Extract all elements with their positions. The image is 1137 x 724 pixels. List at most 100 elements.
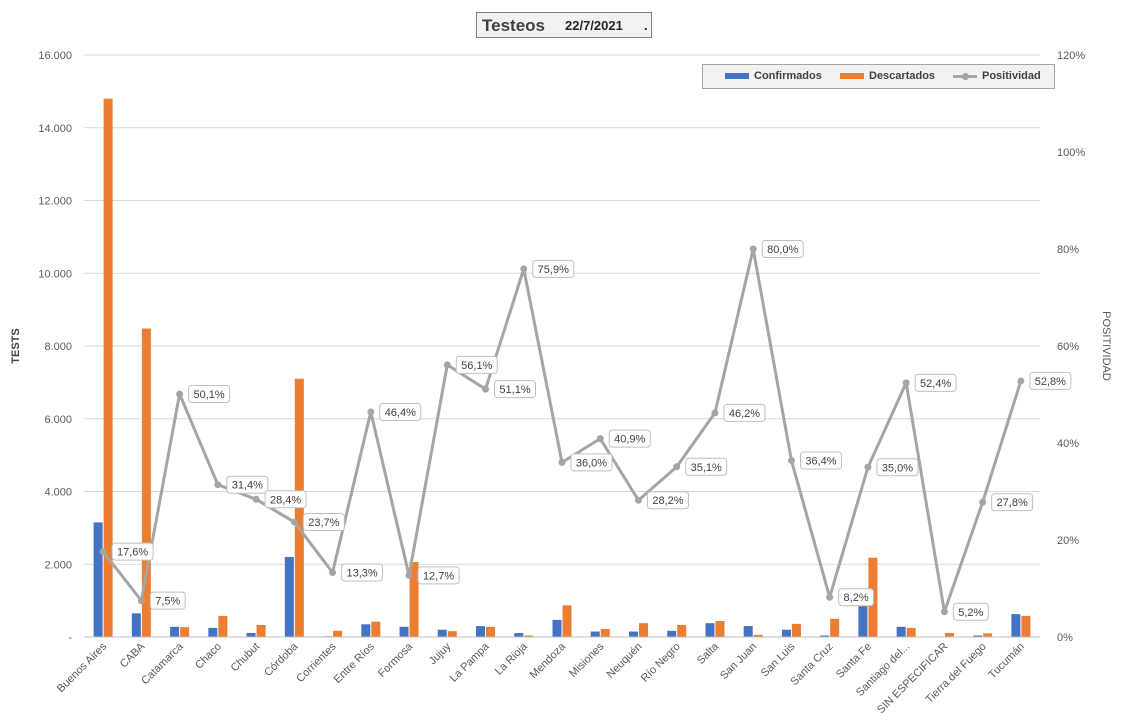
x-tick-label: Catamarca [139,640,186,687]
data-label-box [455,355,498,374]
data-label: 50,1% [193,389,224,401]
legend-swatch-descartados [840,73,864,80]
y-tick-label: 12.000 [38,196,72,208]
legend: Confirmados Descartados Positividad [702,64,1055,89]
bar-descartados [562,605,572,637]
legend-swatch-positividad [953,72,977,80]
bar-descartados [103,98,113,637]
data-label: 13,3% [346,567,377,579]
data-label-box [226,475,269,494]
bar-confirmados [820,635,830,637]
data-label-box [188,385,231,404]
data-label-box [914,373,957,392]
bar-confirmados [896,626,906,637]
bar-confirmados [131,613,141,637]
data-label-box [723,403,766,422]
data-label: 27,8% [997,497,1028,509]
bar-confirmados [705,623,715,637]
positividad-point [634,496,642,504]
y2-tick-label: 60% [1057,341,1079,353]
positividad-point [252,495,260,503]
data-label-box [149,591,186,610]
positividad-point [176,390,184,398]
positividad-point [826,593,834,601]
positividad-point [214,481,222,489]
y-axis-label: TESTS [10,328,22,363]
positividad-point [558,458,566,466]
x-tick-label: Formosa [376,640,416,680]
data-label-box [608,429,651,448]
legend-label-confirmados: Confirmados [754,70,822,82]
y-tick-label: 16.000 [38,50,72,62]
bar-confirmados [858,604,868,637]
x-tick-label: Misiones [567,640,607,680]
bar-descartados [333,630,343,637]
x-tick-label: Santa Fe [834,641,874,681]
positividad-point [405,571,413,579]
x-tick-label: Jujuy [427,640,454,667]
data-label: 17,6% [117,547,148,559]
y2-tick-label: 20% [1057,535,1079,547]
bar-confirmados [628,631,638,637]
bar-descartados [677,624,687,637]
data-label: 46,4% [385,407,416,419]
legend-item-confirmados: Confirmados [725,70,822,82]
x-tick-label: San Juan [718,641,759,682]
bar-descartados [486,626,496,637]
bar-descartados [638,623,648,637]
positividad-point [787,456,795,464]
data-label-box [341,563,384,582]
x-tick-label: Chubut [229,641,263,675]
y-tick-label: 6.000 [44,414,72,426]
y-tick-label: 2.000 [44,559,72,571]
bar-confirmados [361,624,371,637]
bar-confirmados [399,626,409,637]
y2-tick-label: 100% [1057,147,1085,159]
positividad-point [711,409,719,417]
data-label: 46,2% [729,408,760,420]
bar-descartados [371,621,381,637]
x-tick-label: San Luis [759,640,798,679]
bar-confirmados [973,635,983,637]
bar-descartados [447,631,457,637]
data-label: 8,2% [844,592,869,604]
x-tick-label: Entre Ríos [332,640,378,686]
x-tick-label: SIN ESPECIFICAR [875,641,951,717]
y-tick-label: 8.000 [44,341,72,353]
y-tick-label: - [68,632,72,644]
y2-tick-label: 0% [1057,632,1073,644]
legend-label-positividad: Positividad [982,70,1041,82]
positividad-point [443,361,451,369]
x-tick-label: Chaco [193,641,224,672]
bar-descartados [830,618,840,637]
data-label: 28,4% [270,494,301,506]
data-label-box [379,402,422,421]
data-label-box [302,513,345,532]
chart-title-dot: . [644,18,648,33]
y-tick-label: 4.000 [44,487,72,499]
x-tick-label: Neuquén [605,641,645,681]
positividad-point [864,463,872,471]
bar-confirmados [437,629,447,637]
bar-confirmados [93,522,103,637]
positividad-point [902,379,910,387]
positividad-point [673,463,681,471]
data-label: 36,4% [805,455,836,467]
x-tick-label: La Rioja [493,640,531,678]
data-label: 5,2% [958,607,983,619]
bar-descartados [983,633,993,637]
positividad-point [329,568,337,576]
positividad-point [520,265,528,273]
chart-title: Testeos [482,16,545,35]
positividad-point [99,548,107,556]
chart-date: 22/7/2021 [565,18,623,33]
bar-descartados [944,632,954,637]
data-label-box [952,602,989,621]
data-label: 80,0% [767,244,798,256]
chart-title-box: Testeos 22/7/2021 . [476,12,652,38]
bar-confirmados [743,626,753,637]
data-label-box [876,458,919,477]
data-label-box [532,259,575,278]
positividad-point [979,498,987,506]
bar-confirmados [1011,614,1021,637]
